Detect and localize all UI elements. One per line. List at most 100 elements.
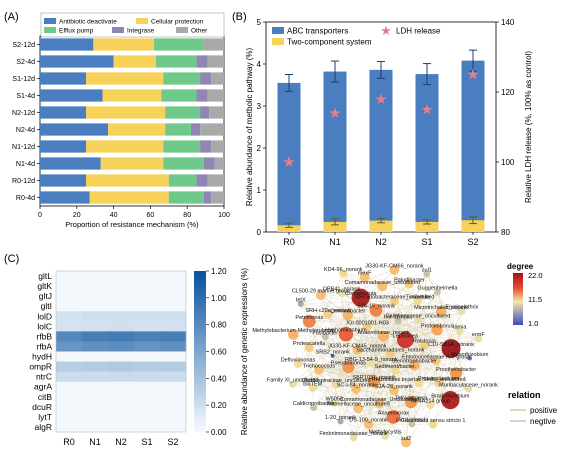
network-node-clostridium-sensu-stricto-1 [429, 420, 438, 429]
network-node-sja-28-norank [389, 385, 399, 396]
category-label-b: S1 [421, 237, 432, 247]
bar-b-tcs-S1 [415, 221, 439, 232]
network-node-label: Fusibacter [312, 330, 338, 336]
network-edge [312, 387, 412, 403]
legend-label-a: Cellular protection [151, 19, 204, 26]
column-label-c: S2 [167, 437, 178, 447]
bar-a-S2-4d-cellular-protection [113, 55, 156, 68]
category-label-a: R0-12d [12, 178, 35, 185]
heat-cell-lytT-S2 [160, 411, 187, 423]
network-node-label: Microtrichales_norank [414, 305, 468, 311]
network-edge [332, 319, 419, 357]
bar-a-R0-12d-other [207, 174, 224, 187]
network-edge [373, 310, 377, 382]
legend-swatch-a [176, 27, 188, 33]
network-node-label: Muribaculaceae_norank [439, 382, 498, 388]
network-edge [292, 310, 377, 385]
colorbar-tick-label-c: 1.00 [211, 294, 227, 303]
network-edge [325, 336, 395, 391]
bar-a-R0-4d-cellular-protection [89, 191, 169, 204]
row-label-c: hydH [32, 352, 52, 362]
heat-cell-ntrC-N2 [108, 371, 135, 382]
network-node-proteiniborus [431, 324, 443, 336]
network-node-ralstonia [419, 340, 429, 350]
bar-a-N1-4d-integrase [203, 157, 215, 170]
network-node-label: Erysipelothrix [445, 305, 478, 311]
row-label-c: gltK [37, 281, 52, 291]
network-node-label: Bradyrhizobium [431, 394, 470, 400]
legend-a [40, 12, 225, 38]
category-label-a: S2-4d [16, 59, 35, 66]
legend-label-b-tcs: Two-component system [287, 38, 372, 47]
heat-cell-ntrC-S2 [160, 371, 187, 382]
bar-a-N1-4d-cellular-protection [100, 157, 164, 170]
network-edge [417, 319, 479, 339]
bar-a-N1-12d-integrase [200, 140, 212, 153]
tick-label-a-x: 80 [183, 212, 191, 219]
network-edge [332, 355, 396, 371]
network-edge [375, 310, 415, 366]
heat-cell-gltJ-R0 [56, 291, 83, 302]
network-node-microtrichales-norank [435, 306, 447, 317]
heat-cell-hydH-S1 [134, 351, 161, 362]
network-edge [395, 348, 452, 371]
heat-cell-citB-N1 [82, 391, 109, 403]
heat-cell-gltJ-N2 [108, 291, 135, 302]
network-node-label: SRB2_norank [316, 349, 350, 355]
network-node-intr-1-clinic- [394, 317, 402, 325]
heat-cell-rfbA-S2 [160, 341, 187, 352]
plot-frame-c [55, 270, 187, 433]
colorbar-tick-label-c: 0.00 [211, 428, 227, 437]
network-edge [426, 273, 438, 293]
heat-cell-gltK-N1 [82, 281, 109, 292]
bar-a-S2-4d-other [207, 55, 224, 68]
network-node-label: Iamia [453, 325, 467, 331]
heat-cell-lolC-S1 [134, 321, 161, 332]
legend-swatch-a [44, 18, 56, 24]
bar-a-S2-4d-efflux-pump [155, 55, 197, 68]
category-label-b: N2 [375, 237, 387, 247]
network-edge [300, 269, 395, 305]
network-node-rhizobiales-incertae-sedis-uncultured [414, 379, 423, 388]
network-node-label: Rhizobiales Incertae Sedis_uncultured [372, 377, 466, 383]
network-node-pseudomonas [342, 361, 355, 374]
legend-title-relation: relation [508, 390, 541, 400]
network-edge [438, 382, 469, 390]
axis-label-b-y2: Relative LDH release (%, 100% as control… [524, 51, 533, 203]
heat-cell-rfbB-N1 [82, 331, 109, 342]
network-node-label: Gemmobacter [330, 309, 365, 315]
network-node-tissierella [413, 296, 422, 306]
network-node-bradyrhizobium [441, 391, 460, 410]
bar-b-abc-S1 [415, 74, 439, 232]
axis-label-b-y: Relative abundance of metbolic pathway (… [245, 48, 254, 207]
colorbar-tick-label-c: 0.40 [211, 374, 227, 383]
network-node-blatem [308, 383, 317, 392]
heat-cell-citB-N2 [108, 391, 135, 403]
network-node-label: Guggenheimella [417, 286, 458, 292]
category-label-b: S2 [467, 237, 478, 247]
tick-label-a-x: 20 [73, 212, 81, 219]
network-node-hyphomicrobium [338, 326, 354, 342]
network-edge [332, 355, 386, 437]
bar-a-N1-12d-other [211, 140, 224, 153]
network-node-methylocystis [381, 432, 389, 440]
network-edge [394, 269, 437, 362]
panel-label-a: (A) [4, 11, 19, 23]
row-label-c: algR [35, 422, 52, 432]
network-node-ds-100-norank [363, 419, 374, 430]
row-label-c: rfbB [36, 331, 52, 341]
network-edge [309, 297, 361, 322]
heat-cell-ompR-S2 [160, 361, 187, 372]
network-edge [356, 292, 438, 390]
network-node-label: Saccharimonadales_norank [356, 348, 424, 354]
bar-b-tcs-N2 [369, 220, 393, 232]
network-node-label: Proteiniclasticum [418, 376, 460, 382]
network-node-label: Family XI_uncultured [267, 378, 319, 384]
network-node-label: Tissierella [406, 295, 431, 301]
heat-cell-gltL-N1 [82, 271, 109, 282]
bar-b-abc-N1 [323, 71, 347, 232]
heat-cell-algR-S1 [134, 421, 161, 433]
colorbar-c [194, 271, 206, 432]
heat-cell-rfbA-R0 [56, 341, 83, 352]
bar-a-R0-12d-integrase [196, 174, 208, 187]
